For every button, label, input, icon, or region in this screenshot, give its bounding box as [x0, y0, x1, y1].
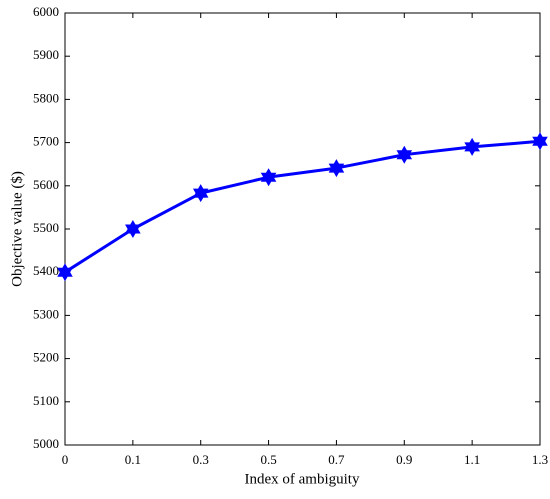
line: [64, 139, 541, 274]
x-tick-label: 0.7: [328, 452, 345, 467]
y-tick-label: 6000: [33, 4, 59, 19]
marker: [464, 137, 480, 156]
x-tick-label: 0.3: [193, 452, 209, 467]
y-tick-label: 5500: [33, 220, 59, 235]
y-tick-label: 5100: [33, 393, 59, 408]
x-tick-label: 0.5: [260, 452, 276, 467]
y-tick-label: 5400: [33, 263, 59, 278]
y-axis-title: Objective value ($): [9, 171, 25, 287]
y-tick-label: 5200: [33, 350, 59, 365]
marker: [260, 168, 277, 187]
x-tick-label: 0: [62, 452, 69, 467]
marker: [125, 220, 141, 238]
marker: [328, 159, 345, 178]
marker: [396, 145, 413, 164]
x-tick-label: 1.3: [532, 452, 548, 467]
x-axis-title: Index of ambiguity: [245, 471, 360, 487]
y-tick-label: 5900: [33, 47, 59, 62]
y-tick-label: 5700: [33, 134, 59, 149]
x-tick-label: 0.1: [125, 452, 141, 467]
y-tick-label: 5000: [33, 436, 59, 451]
x-tick-label: 0.9: [396, 452, 412, 467]
x-tick-label: 1.1: [464, 452, 480, 467]
marker: [192, 184, 209, 203]
y-tick-label: 5300: [33, 306, 59, 321]
y-tick-label: 5800: [33, 90, 59, 105]
y-tick-label: 5600: [33, 177, 59, 192]
marker: [57, 263, 73, 282]
marker: [532, 132, 548, 151]
